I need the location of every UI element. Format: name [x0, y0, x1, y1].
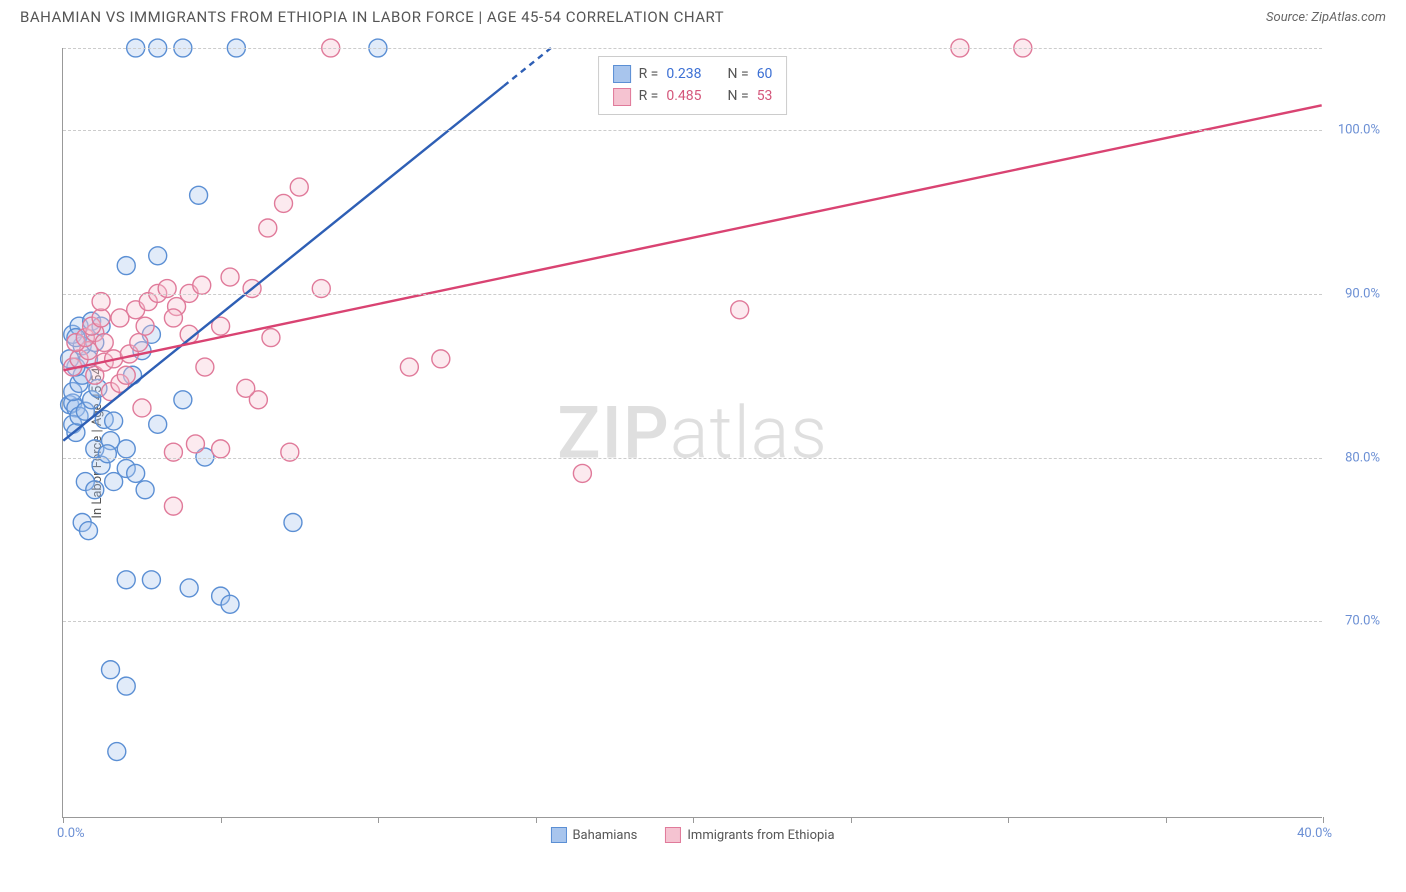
scatter-point — [432, 350, 450, 368]
scatter-point — [111, 309, 129, 327]
scatter-point — [158, 280, 176, 298]
chart-header: BAHAMIAN VS IMMIGRANTS FROM ETHIOPIA IN … — [0, 0, 1406, 30]
x-tick — [63, 817, 64, 823]
scatter-point — [400, 358, 418, 376]
scatter-point — [186, 435, 204, 453]
scatter-point — [221, 595, 239, 613]
legend-label: Bahamians — [572, 828, 637, 843]
x-tick — [1166, 817, 1167, 823]
trend-line-dashed — [504, 48, 551, 86]
legend: Bahamians Immigrants from Ethiopia — [550, 827, 834, 843]
gridline-h — [63, 48, 1322, 49]
stats-swatch — [613, 88, 631, 106]
scatter-point — [259, 219, 277, 237]
scatter-point — [237, 379, 255, 397]
scatter-point — [164, 497, 182, 515]
stat-n-label: N = — [728, 85, 749, 107]
scatter-point — [731, 301, 749, 319]
legend-swatch — [665, 827, 681, 843]
scatter-svg — [63, 48, 1322, 817]
chart-title: BAHAMIAN VS IMMIGRANTS FROM ETHIOPIA IN … — [20, 8, 724, 26]
scatter-point — [284, 514, 302, 532]
x-tick — [851, 817, 852, 823]
scatter-point — [86, 481, 104, 499]
scatter-point — [142, 571, 160, 589]
scatter-point — [108, 743, 126, 761]
stat-n-label: N = — [728, 63, 749, 85]
y-tick-label: 70.0% — [1345, 614, 1380, 629]
legend-item: Immigrants from Ethiopia — [665, 827, 834, 843]
stat-r-value: 0.485 — [666, 85, 701, 107]
x-tick — [693, 817, 694, 823]
scatter-point — [149, 247, 167, 265]
stat-n-value: 53 — [757, 85, 773, 107]
legend-label: Immigrants from Ethiopia — [687, 828, 834, 843]
legend-item: Bahamians — [550, 827, 637, 843]
scatter-point — [190, 186, 208, 204]
scatter-point — [105, 412, 123, 430]
x-tick — [1008, 817, 1009, 823]
gridline-h — [63, 294, 1322, 295]
scatter-point — [136, 481, 154, 499]
scatter-point — [98, 445, 116, 463]
scatter-point — [212, 440, 230, 458]
y-tick-label: 80.0% — [1345, 450, 1380, 465]
scatter-point — [117, 366, 135, 384]
scatter-point — [117, 571, 135, 589]
scatter-point — [117, 440, 135, 458]
scatter-point — [95, 334, 113, 352]
stats-box: R = 0.238 N = 60 R = 0.485 N = 53 — [598, 56, 788, 115]
stat-r-value: 0.238 — [666, 63, 701, 85]
x-tick — [536, 817, 537, 823]
x-tick — [1323, 817, 1324, 823]
scatter-point — [312, 280, 330, 298]
scatter-point — [221, 268, 239, 286]
x-tick-label-max: 40.0% — [1297, 826, 1332, 841]
stat-n-value: 60 — [757, 63, 773, 85]
x-tick-label-min: 0.0% — [57, 826, 85, 841]
scatter-point — [262, 329, 280, 347]
scatter-point — [180, 579, 198, 597]
stat-r-label: R = — [639, 63, 659, 85]
scatter-point — [133, 399, 151, 417]
scatter-point — [130, 334, 148, 352]
scatter-point — [164, 309, 182, 327]
trend-line — [63, 105, 1321, 370]
plot-region: ZIPatlas R =0.238N =60R =0.485N =53 0.0%… — [62, 48, 1322, 818]
stats-row: R = 0.238 N = 60 — [613, 63, 773, 85]
scatter-point — [117, 677, 135, 695]
scatter-point — [127, 464, 145, 482]
chart-area: In Labor Force | Age 45-54 ZIPatlas R =0… — [40, 48, 1380, 838]
scatter-point — [79, 522, 97, 540]
scatter-point — [102, 661, 120, 679]
x-tick — [378, 817, 379, 823]
y-tick-label: 90.0% — [1345, 286, 1380, 301]
stats-row: R = 0.485 N = 53 — [613, 85, 773, 107]
x-tick — [221, 817, 222, 823]
source-label: Source: ZipAtlas.com — [1266, 10, 1386, 25]
legend-swatch — [550, 827, 566, 843]
scatter-point — [117, 257, 135, 275]
scatter-point — [92, 309, 110, 327]
scatter-point — [196, 358, 214, 376]
scatter-point — [92, 293, 110, 311]
gridline-h — [63, 458, 1322, 459]
gridline-h — [63, 621, 1322, 622]
y-tick-label: 100.0% — [1338, 122, 1380, 137]
stat-r-label: R = — [639, 85, 659, 107]
scatter-point — [193, 276, 211, 294]
scatter-point — [149, 415, 167, 433]
scatter-point — [136, 317, 154, 335]
gridline-h — [63, 130, 1322, 131]
scatter-point — [275, 194, 293, 212]
scatter-point — [174, 391, 192, 409]
stats-swatch — [613, 65, 631, 83]
scatter-point — [290, 178, 308, 196]
scatter-point — [573, 464, 591, 482]
